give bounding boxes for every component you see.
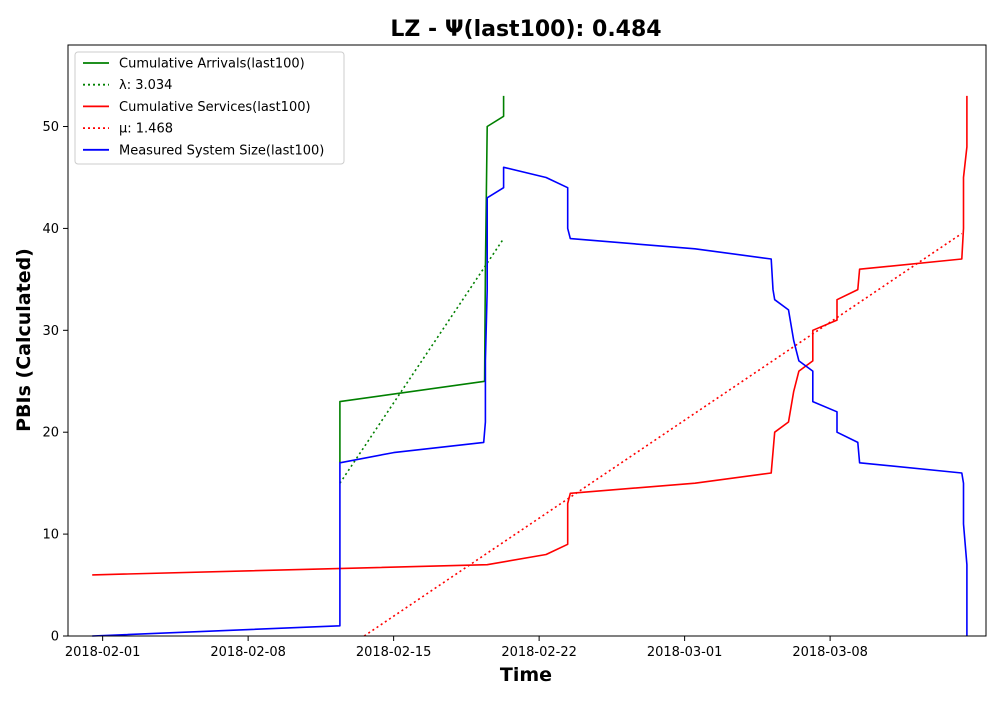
y-tick-label: 20 xyxy=(42,426,59,441)
chart-title: LZ - Ψ(last100): 0.484 xyxy=(390,17,661,42)
legend-label: Measured System Size(last100) xyxy=(119,143,324,158)
y-axis: 0 10 20 30 40 50 xyxy=(42,120,68,645)
y-tick-label: 30 xyxy=(42,324,59,339)
x-tick-label: 2018-03-08 xyxy=(792,645,868,660)
legend-label: μ: 1.468 xyxy=(119,122,173,137)
x-tick-label: 2018-02-15 xyxy=(356,645,432,660)
series-line-2 xyxy=(339,238,505,484)
x-tick-label: 2018-02-08 xyxy=(210,645,286,660)
y-tick-label: 10 xyxy=(42,528,59,543)
y-tick-label: 40 xyxy=(42,222,59,237)
legend-label: λ: 3.034 xyxy=(119,78,172,93)
series-line-1 xyxy=(339,95,505,463)
legend-box xyxy=(74,51,345,165)
x-tick-label: 2018-03-01 xyxy=(647,645,723,660)
plot-frame xyxy=(67,44,987,637)
legend: Cumulative Arrivals(last100) λ: 3.034 Cumu… xyxy=(74,51,345,165)
series-line-3 xyxy=(92,95,968,576)
legend-label: Cumulative Services(last100) xyxy=(119,100,311,115)
series-line-4 xyxy=(363,232,963,637)
y-axis-label: PBIs (Calculated) xyxy=(13,248,35,432)
x-axis-label: Time xyxy=(500,664,552,686)
series-layer xyxy=(92,95,968,637)
series-line-5 xyxy=(92,166,968,637)
x-tick-label: 2018-02-22 xyxy=(501,645,577,660)
x-axis: 2018-02-01 2018-02-08 2018-02-15 2018-02-22… xyxy=(65,636,868,660)
x-tick-label: 2018-02-01 xyxy=(65,645,141,660)
legend-label: Cumulative Arrivals(last100) xyxy=(119,57,305,72)
y-tick-label: 50 xyxy=(42,120,59,135)
y-tick-label: 0 xyxy=(51,630,59,645)
